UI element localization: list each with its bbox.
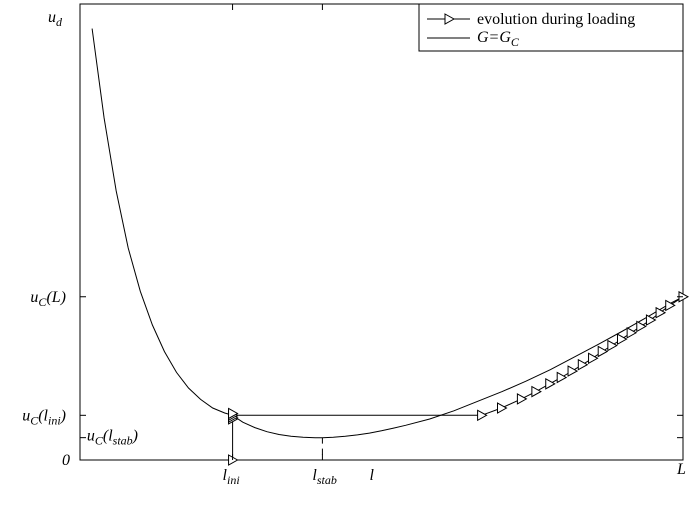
series-line-g-equals-gc	[91, 28, 684, 439]
data-point-marker	[477, 409, 488, 422]
markers	[228, 290, 689, 466]
data-point-marker	[556, 371, 568, 384]
x-tick-label: lini	[223, 467, 240, 487]
series-line-evolution-rise	[481, 296, 684, 416]
legend-marker-evolution	[444, 13, 456, 25]
data-point-marker	[545, 377, 556, 390]
data-point-marker	[607, 339, 618, 352]
data-point-marker	[567, 365, 579, 377]
tick-labels: ud uC(L) uC(lini) uC(lstab) 0 lini lstab Ll	[22, 4, 686, 487]
data-point-marker	[655, 306, 667, 319]
data-point-marker	[588, 352, 599, 365]
y-tick-label: 0	[62, 452, 70, 469]
plot-border	[79, 3, 684, 461]
y-tick-label: uC(L)	[30, 289, 66, 309]
data-point-marker	[645, 314, 657, 326]
data-point-marker	[626, 326, 638, 339]
legend-box	[418, 3, 684, 52]
legend-label-evolution: evolution during loading	[477, 11, 635, 28]
data-point-marker	[228, 407, 239, 420]
data-point-marker	[665, 299, 676, 312]
data-point-marker	[636, 320, 647, 333]
curves	[91, 28, 684, 460]
x-axis-label: l	[369, 467, 374, 484]
data-point-marker	[496, 402, 508, 414]
x-tick-label: lstab	[312, 467, 336, 487]
plot-frame	[79, 3, 684, 461]
data-point-marker	[516, 393, 528, 405]
y-tick-label: uC(lstab)	[87, 428, 138, 448]
y-tick-label: uC(lini)	[22, 407, 66, 427]
data-point-marker	[531, 385, 542, 398]
x-tick-label: L	[676, 461, 686, 478]
series-line-evolution-plateau	[232, 414, 482, 460]
data-point-marker	[577, 358, 589, 371]
y-tick-label: ud	[48, 9, 63, 29]
legend-label-g-equals-gc: G=GC	[477, 29, 520, 49]
data-point-marker	[597, 345, 609, 358]
data-point-marker	[616, 333, 628, 346]
